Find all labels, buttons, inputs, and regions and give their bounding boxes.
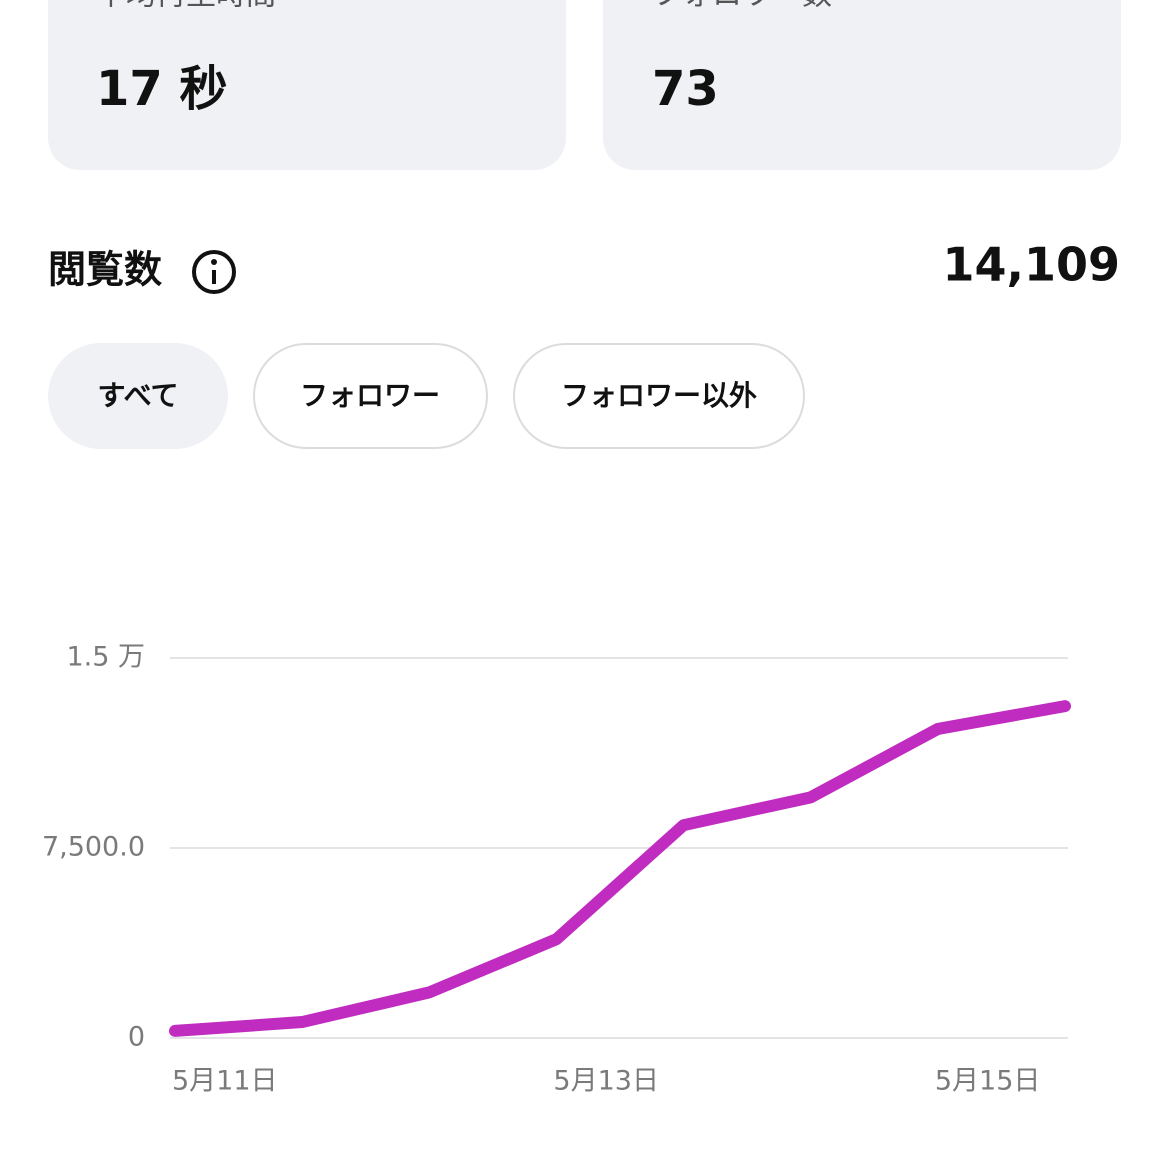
section-total: 14,109 xyxy=(942,238,1120,292)
y-tick-label: 1.5 万 xyxy=(66,642,145,673)
stat-card xyxy=(603,0,1121,170)
section-title: 閲覧数 xyxy=(48,248,162,292)
x-tick-label: 5月11日 xyxy=(172,1066,278,1097)
chip-label[interactable]: すべて xyxy=(98,379,179,412)
card-value: 73 xyxy=(652,61,719,117)
card-label: フォロワー数 xyxy=(652,0,832,13)
data-line xyxy=(169,700,1071,1037)
info-icon[interactable] xyxy=(192,250,236,294)
card-value: 17 秒 xyxy=(96,61,228,117)
y-tick-label: 7,500.0 xyxy=(42,832,145,863)
x-tick-label: 5月15日 xyxy=(935,1066,1041,1097)
filter-chip[interactable]: すべて xyxy=(48,343,228,449)
filter-chip[interactable]: フォロワー xyxy=(253,343,488,449)
card-label: 平均再生時間 xyxy=(96,0,276,13)
stat-card xyxy=(48,0,566,170)
x-tick-label: 5月13日 xyxy=(553,1066,659,1097)
filter-chip[interactable]: フォロワー以外 xyxy=(513,343,805,449)
chip-label[interactable]: フォロワー以外 xyxy=(561,379,757,412)
chip-label[interactable]: フォロワー xyxy=(300,379,440,412)
y-tick-label: 0 xyxy=(128,1022,145,1053)
